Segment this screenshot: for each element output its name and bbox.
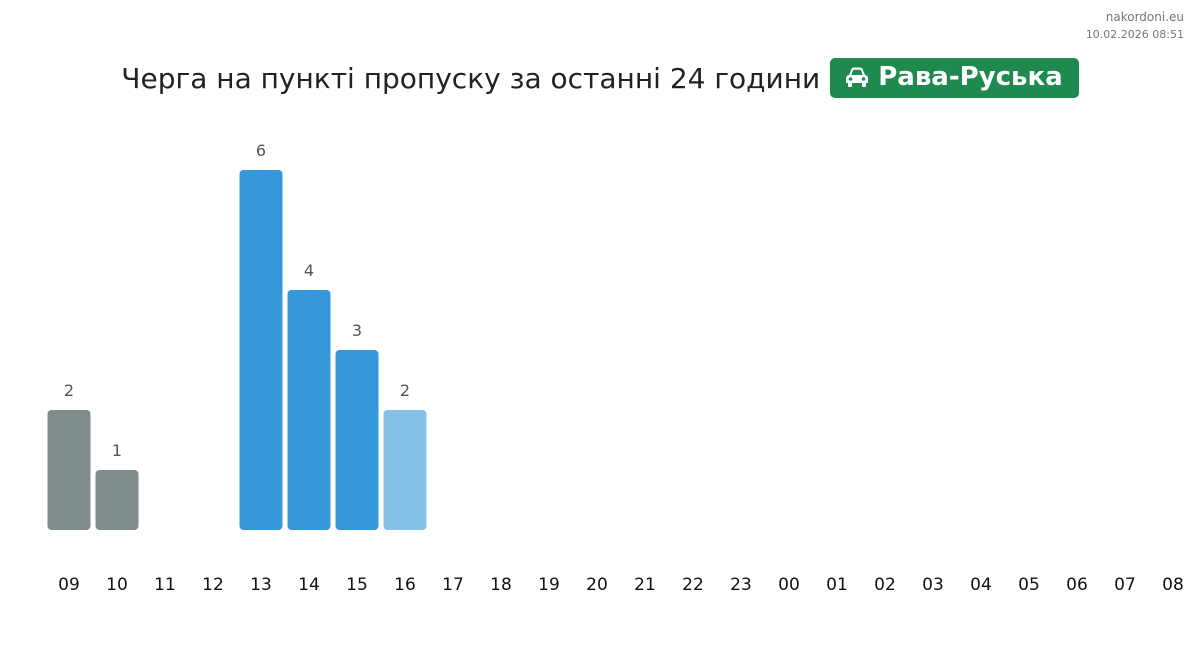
x-tick-label: 15 [346,575,368,595]
x-tick-label: 21 [634,575,656,595]
x-tick-label: 20 [586,575,608,595]
value-label: 6 [256,141,266,160]
x-tick-label: 13 [250,575,272,595]
bar [335,350,379,530]
value-label: 1 [112,441,122,460]
x-tick-label: 23 [730,575,752,595]
x-tick-label: 22 [682,575,704,595]
value-label: 2 [400,381,410,400]
value-label: 2 [64,381,74,400]
bar [383,410,427,530]
badge-text: Рава-Руська [878,62,1063,92]
x-tick-label: 05 [1018,575,1040,595]
header: Черга на пункті пропуску за останні 24 г… [0,58,1200,98]
x-tick-label: 12 [202,575,224,595]
car-icon [846,67,869,87]
x-tick-label: 04 [970,575,992,595]
x-tick-label: 00 [778,575,800,595]
site: nakordoni.eu [1105,10,1184,24]
x-tick-label: 11 [154,575,176,595]
x-tick-label: 19 [538,575,560,595]
chart-title: Черга на пункті пропуску за останні 24 г… [121,61,821,95]
bar [239,170,283,530]
x-tick-label: 03 [922,575,944,595]
badge: Рава-Руська [830,58,1079,98]
x-tick-label: 01 [826,575,848,595]
timestamp: 10.02.2026 08:51 [1085,28,1184,41]
x-tick-label: 18 [490,575,512,595]
x-tick-label: 16 [394,575,416,595]
meta: nakordoni.eu 10.02.2026 08:51 [1086,9,1184,43]
x-tick-label: 07 [1114,575,1136,595]
x-tick-label: 17 [442,575,464,595]
x-tick-label: 02 [874,575,896,595]
x-tick-label: 08 [1162,575,1184,595]
x-tick-label: 14 [298,575,320,595]
x-tick-label: 09 [58,575,80,595]
value-label: 3 [352,321,362,340]
x-tick-label: 06 [1066,575,1088,595]
bar [95,470,139,530]
bar [47,410,91,530]
bar [287,290,331,530]
x-tick-label: 10 [106,575,128,595]
value-label: 4 [304,261,314,280]
